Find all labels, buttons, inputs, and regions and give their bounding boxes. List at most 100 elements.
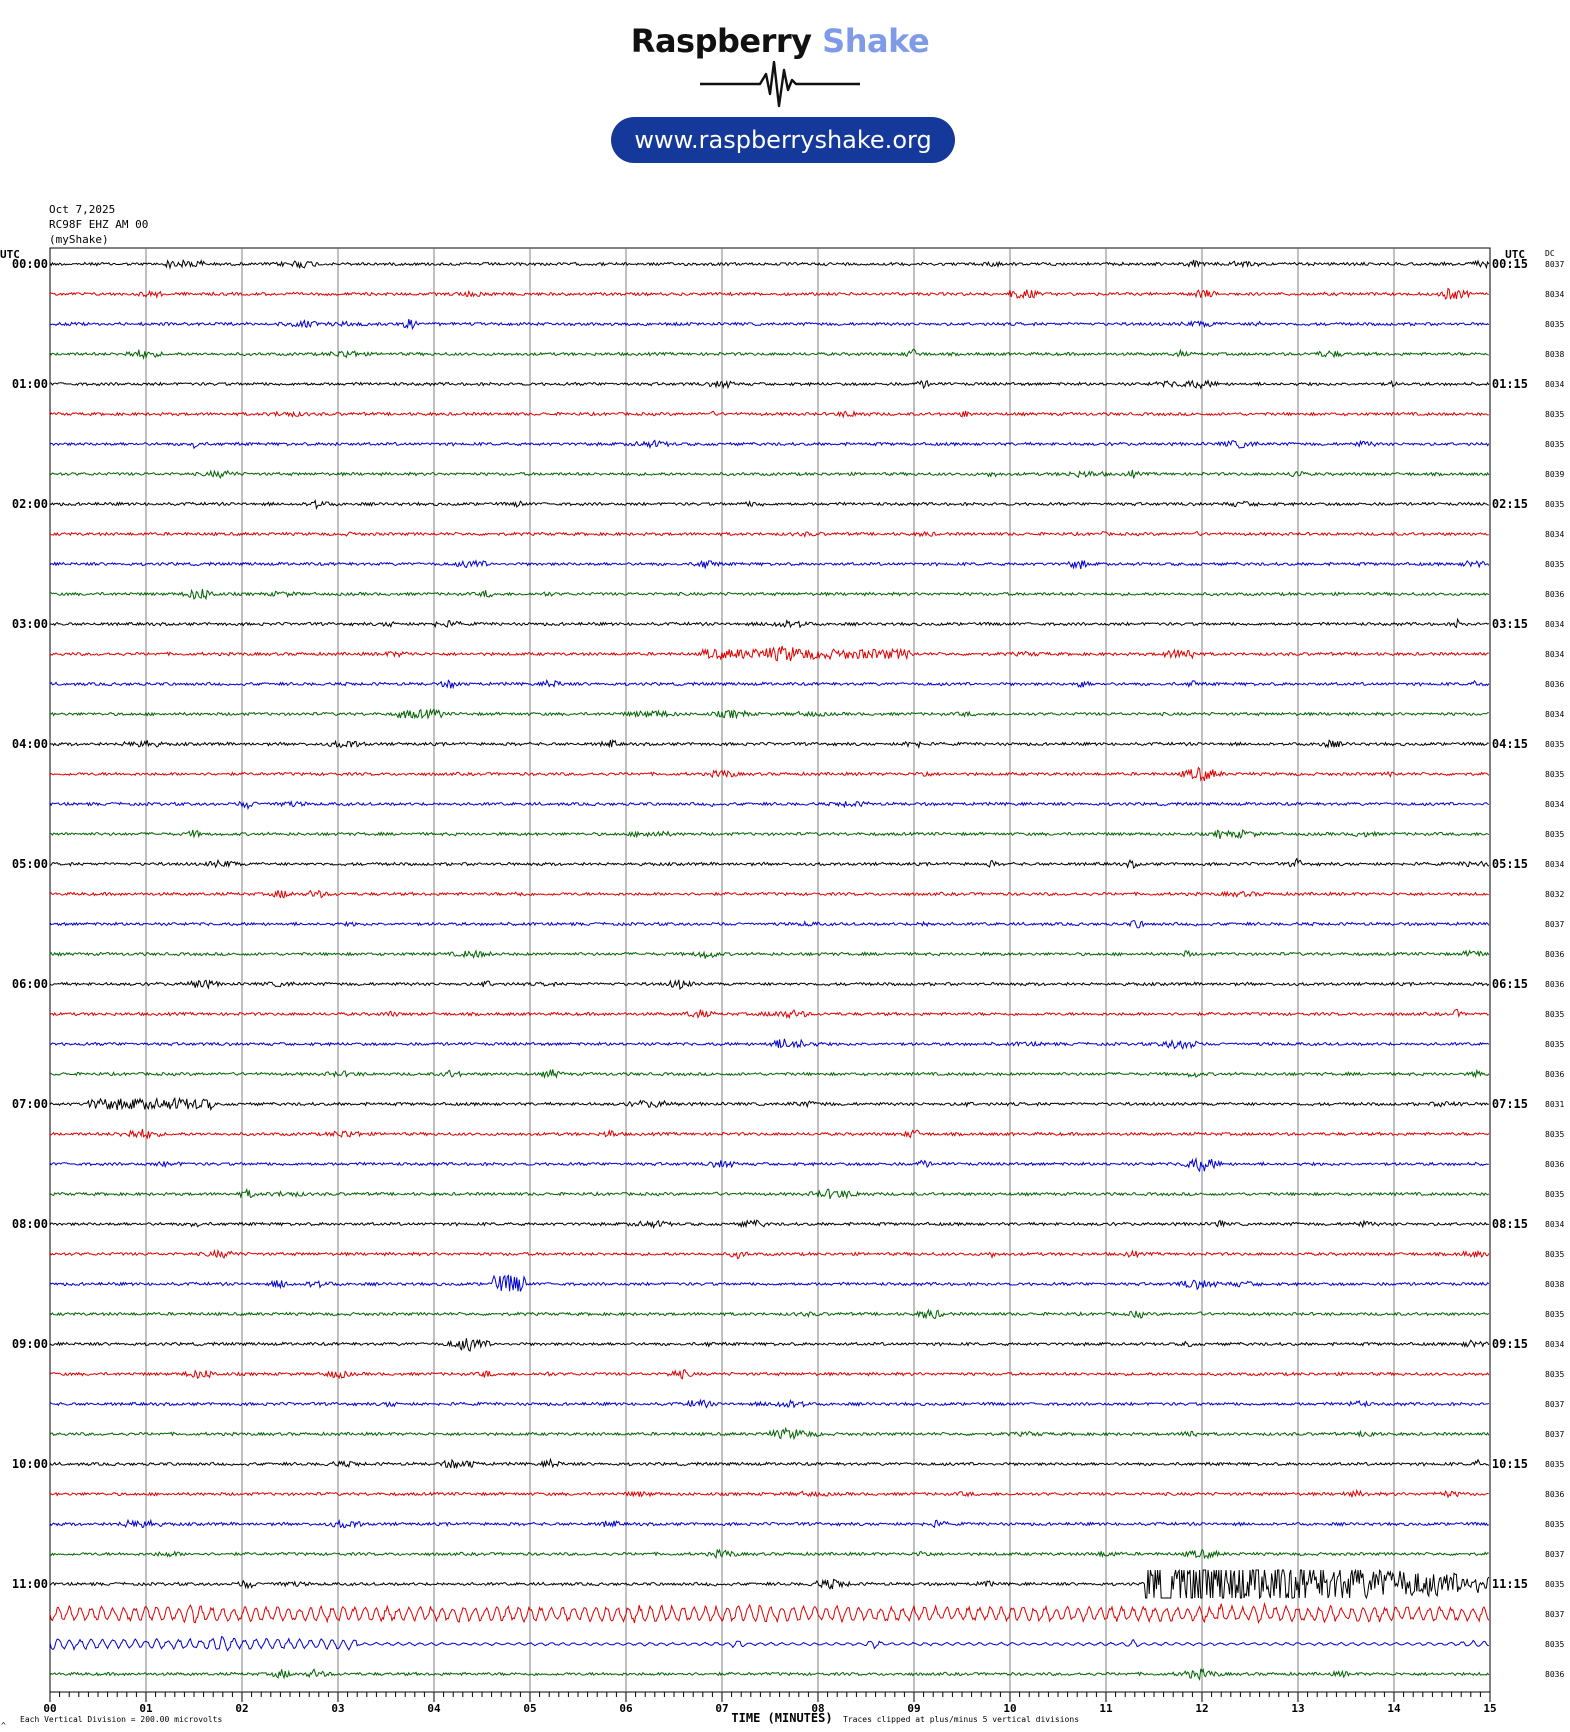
x-tick-label: 14 (1387, 1702, 1401, 1715)
scale-note: Each Vertical Division = 200.00 microvol… (20, 1715, 222, 1724)
x-tick-label: 09 (907, 1702, 920, 1715)
utc-hour-label: 10:00 (12, 1457, 48, 1471)
dc-offset-value: 8035 (1545, 500, 1564, 509)
dc-offset-value: 8035 (1545, 1010, 1564, 1019)
right-utc-axis-label: UTC (1505, 248, 1525, 261)
utc-hour-label: 03:00 (12, 617, 48, 631)
dc-offset-value: 8036 (1545, 590, 1564, 599)
dc-offset-value: 8034 (1545, 650, 1564, 659)
dc-offset-value: 8035 (1545, 1250, 1564, 1259)
utc-hour-label: 06:00 (12, 977, 48, 991)
seismic-trace-row (49, 409, 1489, 419)
station-code: RC98F EHZ AM 00 (49, 218, 149, 231)
seismic-trace-row (49, 919, 1490, 929)
website-link[interactable]: www.raspberryshake.org (611, 117, 955, 163)
seismic-trace-row (49, 1274, 1490, 1292)
dc-offset-value: 8036 (1545, 1070, 1564, 1079)
seismic-trace-row (49, 1668, 1490, 1681)
seismic-trace-row (49, 707, 1489, 720)
x-tick-label: 01 (139, 1702, 153, 1715)
x-tick-label: 11 (1099, 1702, 1113, 1715)
x-tick-label: 07 (715, 1702, 728, 1715)
utc-quarter-label: 08:15 (1492, 1217, 1528, 1231)
seismic-trace-row (49, 348, 1489, 360)
dc-offset-value: 8031 (1545, 1100, 1564, 1109)
x-tick-label: 06 (619, 1702, 633, 1715)
dc-offset-value: 8035 (1545, 1520, 1564, 1529)
x-tick-label: 03 (331, 1702, 344, 1715)
seismic-trace-row (49, 1548, 1489, 1560)
seismic-trace-row (49, 588, 1490, 601)
x-tick-label: 10 (1003, 1702, 1016, 1715)
dc-offset-value: 8036 (1545, 1490, 1564, 1499)
seismic-trace-row (49, 1187, 1490, 1200)
x-tick-label: 12 (1195, 1702, 1208, 1715)
seismic-trace-row (49, 800, 1490, 811)
left-utc-axis-label: UTC (0, 248, 20, 261)
dc-offset-value: 8032 (1545, 890, 1564, 899)
utc-hour-label: 11:00 (12, 1577, 48, 1591)
dc-offset-value: 8038 (1545, 350, 1564, 359)
dc-offset-value: 8034 (1545, 530, 1564, 539)
x-tick-label: 13 (1291, 1702, 1304, 1715)
utc-hour-label: 08:00 (12, 1217, 48, 1231)
dc-offset-value: 8037 (1545, 1400, 1564, 1409)
utc-quarter-label: 05:15 (1492, 857, 1528, 871)
plot-date: Oct 7,2025 (49, 203, 116, 216)
seismic-trace-row (49, 1068, 1490, 1080)
brand-name: Raspberry Shake (630, 22, 930, 60)
dc-offset-value: 8036 (1545, 950, 1564, 959)
dc-offset-value: 8036 (1545, 1160, 1564, 1169)
x-tick-label: 02 (235, 1702, 248, 1715)
utc-quarter-label: 03:15 (1492, 617, 1528, 631)
dc-offset-value: 8035 (1545, 320, 1564, 329)
seismic-trace-row (49, 889, 1490, 899)
dc-offset-value: 8039 (1545, 470, 1564, 479)
x-tick-label: 00 (43, 1702, 56, 1715)
dc-offset-value: 8035 (1545, 440, 1564, 449)
seismic-trace-row (49, 949, 1490, 960)
dc-offset-value: 8037 (1545, 1430, 1564, 1439)
seismic-trace-row (49, 766, 1490, 782)
dc-offset-value: 8035 (1545, 1640, 1564, 1649)
seismic-trace-row (49, 678, 1490, 690)
seismic-trace-row (49, 1128, 1490, 1140)
seismic-trace-row (49, 645, 1489, 662)
clip-note: Traces clipped at plus/minus 5 vertical … (843, 1715, 1079, 1724)
utc-quarter-label: 06:15 (1492, 977, 1528, 991)
utc-hour-label: 02:00 (12, 497, 48, 511)
dc-offset-value: 8034 (1545, 800, 1564, 809)
seismic-trace-row (49, 287, 1489, 300)
dc-offset-value: 8035 (1545, 1040, 1564, 1049)
seismic-trace-row (49, 559, 1490, 570)
corner-mark: ^ (1, 1721, 6, 1730)
plot-frame (49, 247, 1491, 1693)
dc-offset-value: 8035 (1545, 560, 1564, 569)
dc-offset-value: 8036 (1545, 1670, 1564, 1679)
dc-offset-value: 8035 (1545, 1460, 1564, 1469)
seismic-trace-row (49, 530, 1489, 538)
utc-hour-label: 09:00 (12, 1337, 48, 1351)
utc-quarter-label: 04:15 (1492, 737, 1528, 751)
seismic-trace-row (49, 617, 1490, 629)
utc-quarter-label: 01:15 (1492, 377, 1528, 391)
seismic-wave-icon (700, 60, 860, 108)
utc-quarter-label: 07:15 (1492, 1097, 1528, 1111)
utc-hour-label: 04:00 (12, 737, 48, 751)
seismic-trace-row (49, 498, 1489, 510)
dc-offset-value: 8034 (1545, 620, 1564, 629)
utc-quarter-label: 10:15 (1492, 1457, 1528, 1471)
seismic-trace-row (49, 1038, 1490, 1050)
seismic-trace-row (49, 1602, 1490, 1625)
dc-offset-value: 8035 (1545, 1130, 1564, 1139)
seismic-trace-row (49, 1518, 1490, 1529)
seismic-trace-row (49, 1308, 1490, 1320)
dc-offset-value: 8034 (1545, 290, 1564, 299)
x-axis-title: TIME (MINUTES) (731, 1711, 832, 1725)
dc-offset-value: 8034 (1545, 710, 1564, 719)
dc-offset-value: 8034 (1545, 860, 1564, 869)
dc-offset-value: 8034 (1545, 380, 1564, 389)
dc-column-label: DC (1545, 249, 1555, 258)
seismic-trace-row (49, 1488, 1489, 1499)
